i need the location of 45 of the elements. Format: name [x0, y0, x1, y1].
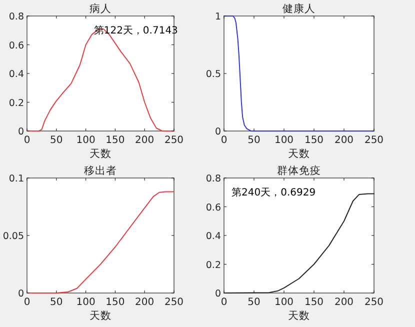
x-tick-label: 200	[135, 135, 154, 146]
x-tick-label: 100	[76, 297, 96, 308]
y-tick-label: 0.8	[8, 12, 24, 22]
y-tick-label: 1	[214, 12, 221, 22]
y-tick-label: 0.05	[2, 231, 24, 242]
x-tick-label: 200	[334, 135, 354, 146]
y-tick-label: 0.6	[206, 202, 221, 214]
chart-title: 病人	[90, 2, 112, 15]
y-tick-label: 0	[214, 288, 221, 300]
x-tick-label: 250	[164, 297, 184, 308]
y-tick-label: 0.4	[206, 231, 221, 242]
chart-title: 健康人	[282, 2, 316, 15]
x-tick-label: 150	[106, 297, 125, 308]
y-tick-label: 0	[214, 126, 221, 138]
x-tick-label: 50	[50, 297, 63, 308]
y-tick-label: 0.5	[206, 69, 221, 80]
x-tick-label: 50	[248, 135, 260, 146]
chart-title: 移出者	[84, 164, 117, 177]
y-tick-label: 0.6	[8, 40, 24, 52]
x-tick-label: 100	[76, 135, 96, 146]
x-tick-label: 50	[248, 297, 260, 308]
x-tick-label: 200	[334, 297, 354, 308]
y-tick-label: 0.2	[8, 98, 24, 109]
x-axis-title: 天数	[288, 310, 310, 322]
x-axis-title: 天数	[288, 148, 310, 160]
x-tick-label: 100	[274, 297, 294, 308]
x-tick-label: 250	[364, 135, 384, 146]
x-tick-label: 200	[135, 297, 154, 308]
x-tick-label: 150	[106, 135, 125, 146]
x-tick-label: 250	[164, 135, 184, 146]
x-axis-title: 天数	[90, 148, 112, 160]
y-tick-label: 0.2	[206, 260, 221, 271]
x-tick-label: 100	[274, 135, 294, 146]
chart-title: 群体免疫	[277, 164, 321, 177]
y-tick-label: 0.1	[8, 174, 24, 184]
y-tick-label: 0	[18, 126, 24, 138]
y-tick-label: 0.8	[206, 174, 221, 184]
annotation: 第240天，0.6929	[232, 186, 316, 198]
x-tick-label: 250	[364, 297, 384, 308]
y-tick-label: 0	[18, 288, 24, 300]
y-tick-label: 0.4	[8, 69, 24, 80]
x-tick-label: 150	[304, 297, 324, 308]
x-axis-title: 天数	[90, 310, 112, 322]
x-tick-label: 150	[304, 135, 324, 146]
x-tick-label: 50	[50, 135, 63, 146]
